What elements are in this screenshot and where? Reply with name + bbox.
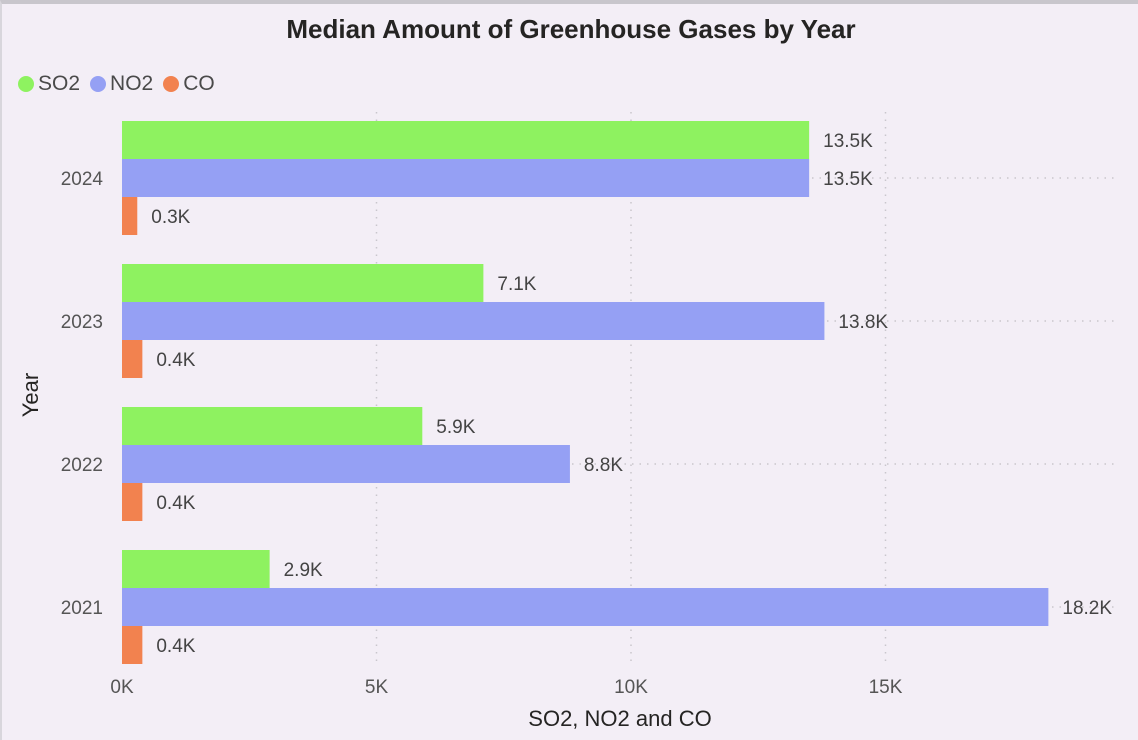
data-label-so2: 7.1K bbox=[497, 274, 536, 295]
bar-so2[interactable] bbox=[122, 264, 484, 302]
x-tick-label: 5K bbox=[365, 677, 389, 698]
data-label-so2: 2.9K bbox=[284, 560, 323, 581]
x-tick-label: 0K bbox=[110, 677, 134, 698]
data-label-no2: 8.8K bbox=[584, 455, 623, 476]
data-label-so2: 13.5K bbox=[823, 131, 873, 152]
bar-co[interactable] bbox=[122, 483, 143, 521]
bar-co[interactable] bbox=[122, 197, 138, 235]
data-label-co: 0.4K bbox=[156, 350, 195, 371]
y-tick-label: 2022 bbox=[61, 455, 103, 476]
chart-title: Median Amount of Greenhouse Gases by Yea… bbox=[286, 14, 856, 44]
x-tick-label: 10K bbox=[614, 677, 648, 698]
data-label-no2: 13.5K bbox=[823, 169, 873, 190]
bar-no2[interactable] bbox=[122, 445, 570, 483]
legend-dot-co bbox=[163, 76, 180, 92]
bar-so2[interactable] bbox=[122, 550, 270, 588]
legend-dot-no2 bbox=[90, 76, 107, 92]
x-tick-label: 15K bbox=[869, 677, 903, 698]
legend-label-no2: NO2 bbox=[110, 72, 154, 95]
x-axis-title: SO2, NO2 and CO bbox=[528, 706, 711, 731]
bar-no2[interactable] bbox=[122, 302, 825, 340]
data-label-no2: 18.2K bbox=[1062, 598, 1112, 619]
y-tick-label: 2024 bbox=[61, 169, 104, 190]
y-tick-label: 2023 bbox=[61, 312, 103, 333]
legend-label-so2: SO2 bbox=[38, 72, 81, 95]
legend-label-co: CO bbox=[183, 72, 215, 95]
legend-item-so2[interactable]: SO2 bbox=[18, 72, 80, 96]
y-tick-label: 2021 bbox=[61, 598, 103, 619]
data-label-no2: 13.8K bbox=[838, 312, 888, 333]
legend-dot-so2 bbox=[18, 76, 34, 92]
bar-co[interactable] bbox=[122, 626, 143, 664]
bar-so2[interactable] bbox=[122, 407, 423, 445]
legend[interactable]: SO2 NO2 CO bbox=[18, 72, 225, 96]
data-label-so2: 5.9K bbox=[436, 417, 475, 438]
legend-item-no2[interactable]: NO2 bbox=[90, 72, 153, 96]
legend-item-co[interactable]: CO bbox=[163, 72, 215, 96]
bar-so2[interactable] bbox=[122, 121, 810, 159]
bar-no2[interactable] bbox=[122, 159, 810, 197]
bar-no2[interactable] bbox=[122, 588, 1049, 626]
data-label-co: 0.4K bbox=[156, 636, 195, 657]
bar-co[interactable] bbox=[122, 340, 143, 378]
data-label-co: 0.3K bbox=[151, 207, 190, 228]
y-axis-title: Year bbox=[18, 373, 43, 417]
data-label-co: 0.4K bbox=[156, 493, 195, 514]
